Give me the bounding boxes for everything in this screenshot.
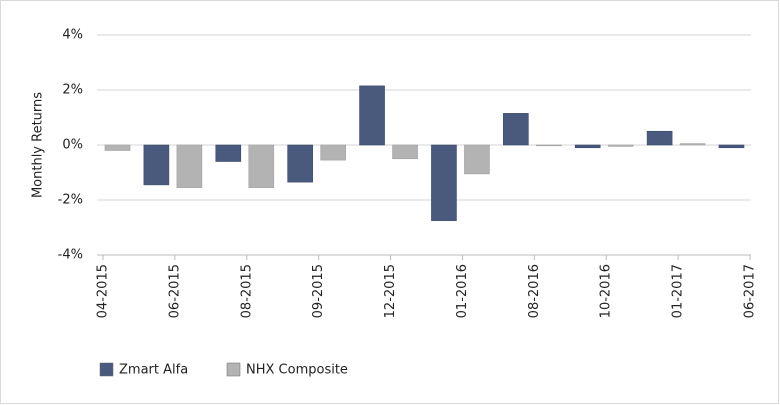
x-tick-label: 08-2015 [239,264,254,318]
x-tick-label: 12-2015 [383,264,398,318]
legend-swatch [226,362,241,377]
y-tick-label: -4% [58,248,83,263]
legend-swatch [99,362,114,377]
bar [503,113,529,146]
x-tick-label: 04-2015 [96,264,111,318]
bar [176,144,203,188]
legend-label: NHX Composite [246,363,348,378]
bar [104,144,131,151]
legend-label: Zmart Alfa [119,363,188,378]
bar [320,144,346,161]
y-axis-label: Monthly Returns [31,92,46,198]
bar [359,85,385,146]
bar [287,144,313,183]
x-tick-label: 09-2015 [311,264,326,318]
bar [718,144,745,149]
x-tick-label: 06-2015 [167,264,182,318]
bar [536,144,562,147]
bar [143,144,170,186]
bar [215,144,242,162]
bar [607,144,634,147]
bar [646,130,673,146]
y-tick-label: -2% [58,193,83,208]
y-tick-label: 0% [62,138,83,153]
bar [679,143,706,146]
x-tick-label: 01-2016 [455,264,470,318]
x-tick-label: 10-2016 [599,264,614,318]
x-tick-label: 08-2016 [527,264,542,318]
bar [431,144,457,221]
bar [464,144,490,175]
bar [392,144,418,160]
x-tick-label: 06-2017 [743,264,758,318]
bar [574,144,601,149]
x-tick-label: 01-2017 [671,264,686,318]
bar [248,144,275,188]
y-tick-label: 2% [62,83,83,98]
y-tick-label: 4% [62,28,83,43]
